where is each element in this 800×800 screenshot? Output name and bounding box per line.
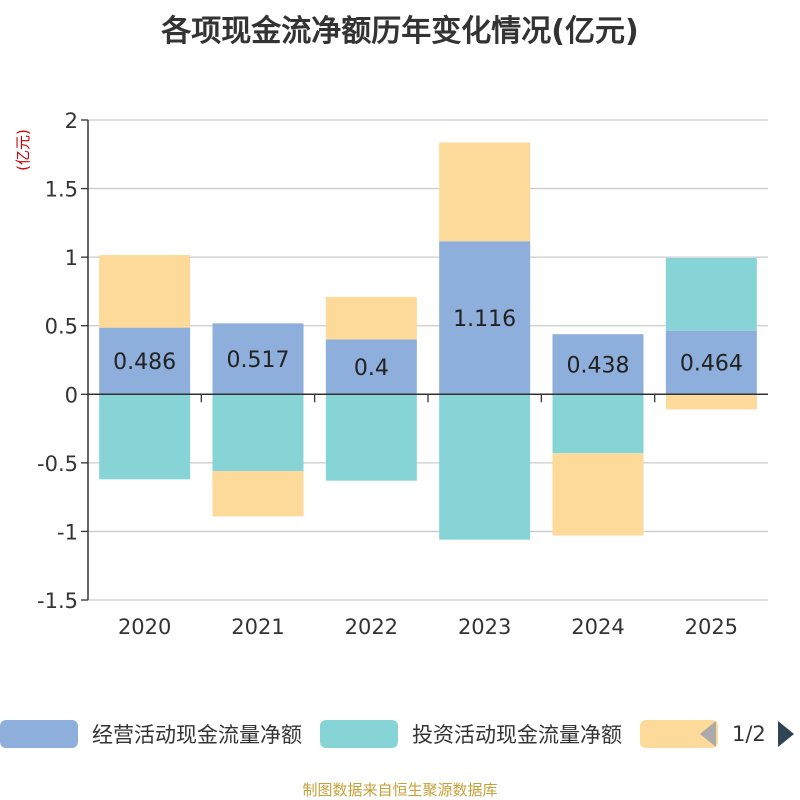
bar-2023-series-2 xyxy=(439,394,531,540)
x-tick-label: 2020 xyxy=(118,615,171,639)
x-tick-label: 2021 xyxy=(231,615,284,639)
chart-plot: 2 1.5 1 0.5 0 -0.5 -1 -1.5 2020 2021 2022 2023 2024 2… xyxy=(14,109,768,639)
x-tick-label: 2024 xyxy=(571,615,624,639)
legend-prev-arrow-icon[interactable] xyxy=(700,721,716,747)
x-tick-label: 2022 xyxy=(345,615,398,639)
x-tick-label: 2025 xyxy=(685,615,738,639)
y-tick-label: -0.5 xyxy=(37,452,78,476)
bar-2025-series-1 xyxy=(665,330,757,395)
y-tick-label: -1 xyxy=(57,520,78,544)
data-label-2024: 0.438 xyxy=(567,353,630,378)
bar-2020-series-1 xyxy=(99,327,191,395)
data-label-2021: 0.517 xyxy=(227,348,290,373)
legend-swatch xyxy=(320,720,398,748)
bar-2020-series-3 xyxy=(99,254,191,328)
bar-2020-series-2 xyxy=(99,394,191,480)
legend-label: 投资活动现金流量净额 xyxy=(412,723,622,747)
legend-pager: 1/2 xyxy=(700,716,794,752)
y-tick-label: -1.5 xyxy=(37,589,78,613)
bar-2023-series-3 xyxy=(439,142,531,242)
legend-item-2[interactable]: 投资活动现金流量净额 xyxy=(320,718,622,750)
y-tick-label: 0 xyxy=(65,383,78,407)
bar-2023-series-1 xyxy=(439,241,531,395)
bar-2021-series-2 xyxy=(212,394,304,472)
bar-2022-series-2 xyxy=(325,394,417,481)
data-label-2022: 0.4 xyxy=(354,356,389,381)
bar-2021-series-3 xyxy=(212,471,304,517)
y-tick-label: 0.5 xyxy=(45,315,78,339)
chart-title: 各项现金流净额历年变化情况(亿元) xyxy=(161,14,639,49)
bar-2025-series-2 xyxy=(665,257,757,331)
x-tick-label: 2023 xyxy=(458,615,511,639)
bar-2021-series-1 xyxy=(212,323,304,395)
bar-2022-series-3 xyxy=(325,296,417,340)
source-note: 制图数据来自恒生聚源数据库 xyxy=(302,781,498,799)
legend-item-1[interactable]: 经营活动现金流量净额 xyxy=(0,718,302,750)
data-label-2020: 0.486 xyxy=(113,350,176,375)
y-tick-label: 1 xyxy=(65,246,78,270)
bar-2024-series-3 xyxy=(552,453,644,536)
legend-label: 经营活动现金流量净额 xyxy=(92,723,302,747)
bar-2025-series-3 xyxy=(665,394,757,410)
y-tick-label: 1.5 xyxy=(45,178,78,202)
bar-2022-series-1 xyxy=(325,339,417,395)
legend-swatch xyxy=(0,720,78,748)
data-label-2023: 1.116 xyxy=(453,307,516,332)
legend-next-arrow-icon[interactable] xyxy=(777,721,794,747)
legend: 经营活动现金流量净额 投资活动现金流量净额 xyxy=(0,716,800,756)
bar-2024-series-1 xyxy=(552,334,644,395)
bar-2024-series-2 xyxy=(552,394,644,454)
data-label-2025: 0.464 xyxy=(680,351,743,376)
legend-page-indicator: 1/2 xyxy=(732,722,766,746)
y-axis-label: (亿元) xyxy=(14,129,32,171)
y-tick-label: 2 xyxy=(65,109,78,133)
